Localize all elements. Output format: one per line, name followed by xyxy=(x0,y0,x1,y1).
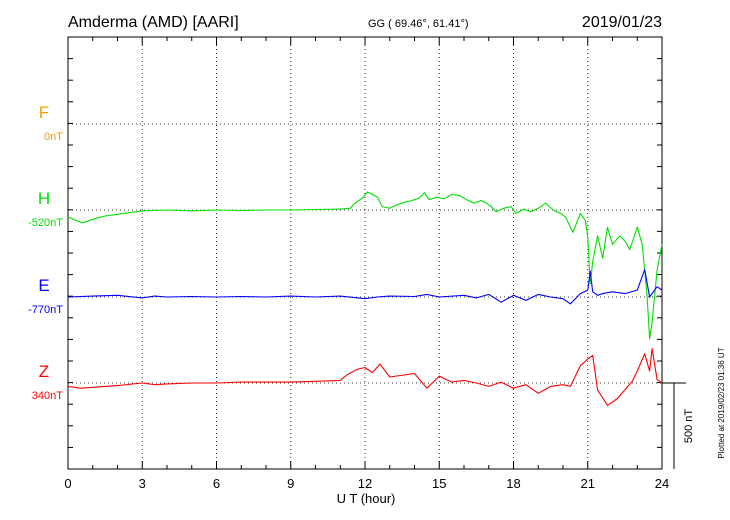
series-name-h: H xyxy=(38,189,50,208)
series-baseline-z: 340nT xyxy=(32,390,63,402)
x-tick-label: 24 xyxy=(655,476,669,491)
series-labels: F 0nT H -520nT E -770nT Z 340nT xyxy=(28,103,63,402)
x-tick-label: 12 xyxy=(358,476,372,491)
grid xyxy=(68,37,662,469)
x-tick-label: 3 xyxy=(139,476,146,491)
plotted-at-note: Plotted at 2019/02/23 01:36 UT xyxy=(717,347,726,458)
series-name-f: F xyxy=(39,103,49,122)
series-baseline-e: -770nT xyxy=(28,304,63,316)
trace-h xyxy=(67,191,663,340)
x-tick-label: 18 xyxy=(506,476,520,491)
trace-z xyxy=(67,348,663,406)
traces xyxy=(67,191,663,406)
scale-bar-label: 500 nT xyxy=(683,409,695,444)
series-baseline-h: -520nT xyxy=(28,217,63,229)
x-axis-label: U T (hour) xyxy=(337,491,396,506)
x-axis-ticks: 0 3 6 9 12 15 18 21 24 xyxy=(64,37,669,491)
series-baseline-f: 0nT xyxy=(44,131,63,143)
series-name-z: Z xyxy=(39,362,49,381)
x-tick-label: 21 xyxy=(581,476,595,491)
station-title: Amderma (AMD) [AARI] xyxy=(68,14,239,31)
series-name-e: E xyxy=(38,276,49,295)
x-tick-label: 9 xyxy=(287,476,294,491)
scale-bar: 500 nT xyxy=(662,382,695,469)
x-tick-label: 0 xyxy=(64,476,71,491)
x-tick-label: 15 xyxy=(432,476,446,491)
trace-e xyxy=(67,268,663,305)
station-coordinates: GG ( 69.46°, 61.41°) xyxy=(368,18,469,30)
x-tick-label: 6 xyxy=(213,476,220,491)
date-label: 2019/01/23 xyxy=(582,14,662,31)
